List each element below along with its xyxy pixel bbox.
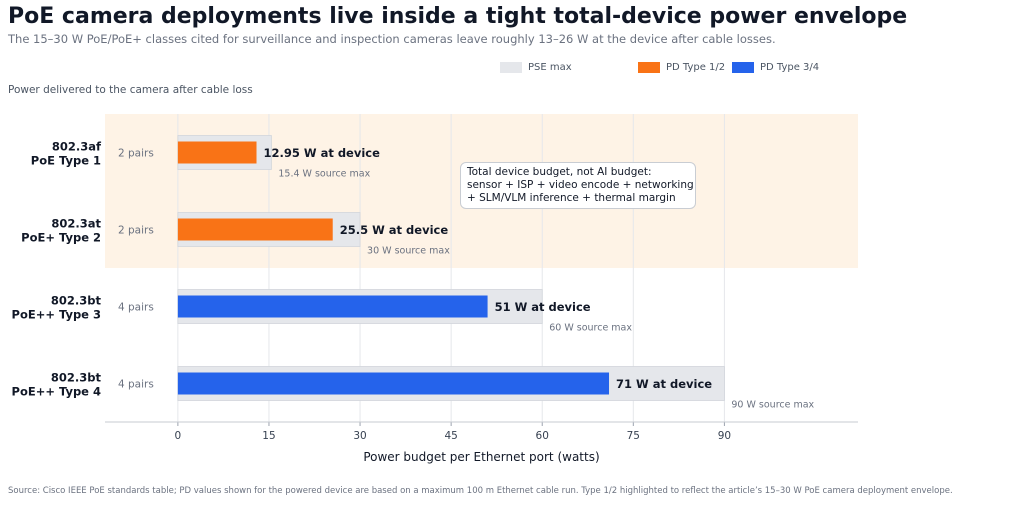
x-tick-label-0: 0 — [175, 430, 182, 442]
pairs-label-0: 2 pairs — [118, 148, 154, 160]
legend-label-pse: PSE max — [528, 62, 572, 73]
panel-caption: Power delivered to the camera after cabl… — [8, 84, 253, 96]
x-tick-label-30: 30 — [353, 430, 366, 442]
legend-label-pd-type-3-4: PD Type 3/4 — [760, 62, 820, 73]
pd-bar-0 — [177, 141, 257, 164]
bar-chart: 0 15 30 45 60 75 90 Power budget per Ethernet p… — [12, 114, 858, 464]
pse-value-label-3: 90 W source max — [731, 400, 814, 411]
pd-bar-2 — [177, 295, 488, 318]
legend-item-pse: PSE max — [500, 62, 572, 73]
callout-line-1: Total device budget, not AI budget: — [467, 166, 652, 178]
callout-box: Total device budget, not AI budget: sens… — [460, 162, 696, 209]
legend-item-pd-type-3-4: PD Type 3/4 — [732, 62, 819, 73]
pse-value-label-0: 15.4 W source max — [278, 169, 370, 180]
category-label-line1-2: 802.3bt — [51, 294, 102, 308]
x-axis-label: Power budget per Ethernet port (watts) — [363, 450, 599, 464]
callout-line-3: + SLM/VLM inference + thermal margin — [467, 192, 676, 204]
category-label-line2-0: PoE Type 1 — [31, 154, 101, 168]
x-tick-label-15: 15 — [262, 430, 275, 442]
legend-label-pd-type-1-2: PD Type 1/2 — [666, 62, 726, 73]
chart-title: PoE camera deployments live inside a tig… — [8, 4, 908, 29]
pd-value-label-0: 12.95 W at device — [264, 146, 381, 160]
pse-value-label-2: 60 W source max — [549, 323, 632, 334]
pairs-label-3: 4 pairs — [118, 379, 154, 391]
x-tick-label-90: 90 — [718, 430, 731, 442]
category-label-line1-1: 802.3at — [51, 217, 101, 231]
chart-legend: PSE max PD Type 1/2 PD Type 3/4 — [0, 62, 1024, 76]
pd-bar-1 — [177, 218, 333, 241]
x-tick-label-75: 75 — [627, 430, 640, 442]
x-tick-label-45: 45 — [444, 430, 457, 442]
legend-item-pd-type-1-2: PD Type 1/2 — [638, 62, 725, 73]
pd-value-label-1: 25.5 W at device — [340, 223, 449, 237]
x-tick-label-60: 60 — [536, 430, 549, 442]
category-label-line2-2: PoE++ Type 3 — [12, 308, 101, 322]
pd-bar-3 — [177, 372, 610, 395]
legend-swatch-pse — [500, 62, 522, 73]
category-label-line1-3: 802.3bt — [51, 371, 102, 385]
pse-value-label-1: 30 W source max — [367, 246, 450, 257]
legend-swatch-pd-type-1-2 — [638, 62, 660, 73]
callout-line-2: sensor + ISP + video encode + networking — [467, 179, 694, 191]
pd-value-label-3: 71 W at device — [616, 377, 712, 391]
source-note: Source: Cisco IEEE PoE standards table; … — [8, 486, 953, 496]
legend-swatch-pd-type-3-4 — [732, 62, 754, 73]
pairs-label-2: 4 pairs — [118, 302, 154, 314]
category-label-line1-0: 802.3af — [52, 140, 102, 154]
pairs-label-1: 2 pairs — [118, 225, 154, 237]
chart-subtitle: The 15–30 W PoE/PoE+ classes cited for s… — [8, 32, 776, 46]
pd-value-label-2: 51 W at device — [495, 300, 591, 314]
category-label-line2-3: PoE++ Type 4 — [12, 385, 101, 399]
category-label-line2-1: PoE+ Type 2 — [21, 231, 101, 245]
